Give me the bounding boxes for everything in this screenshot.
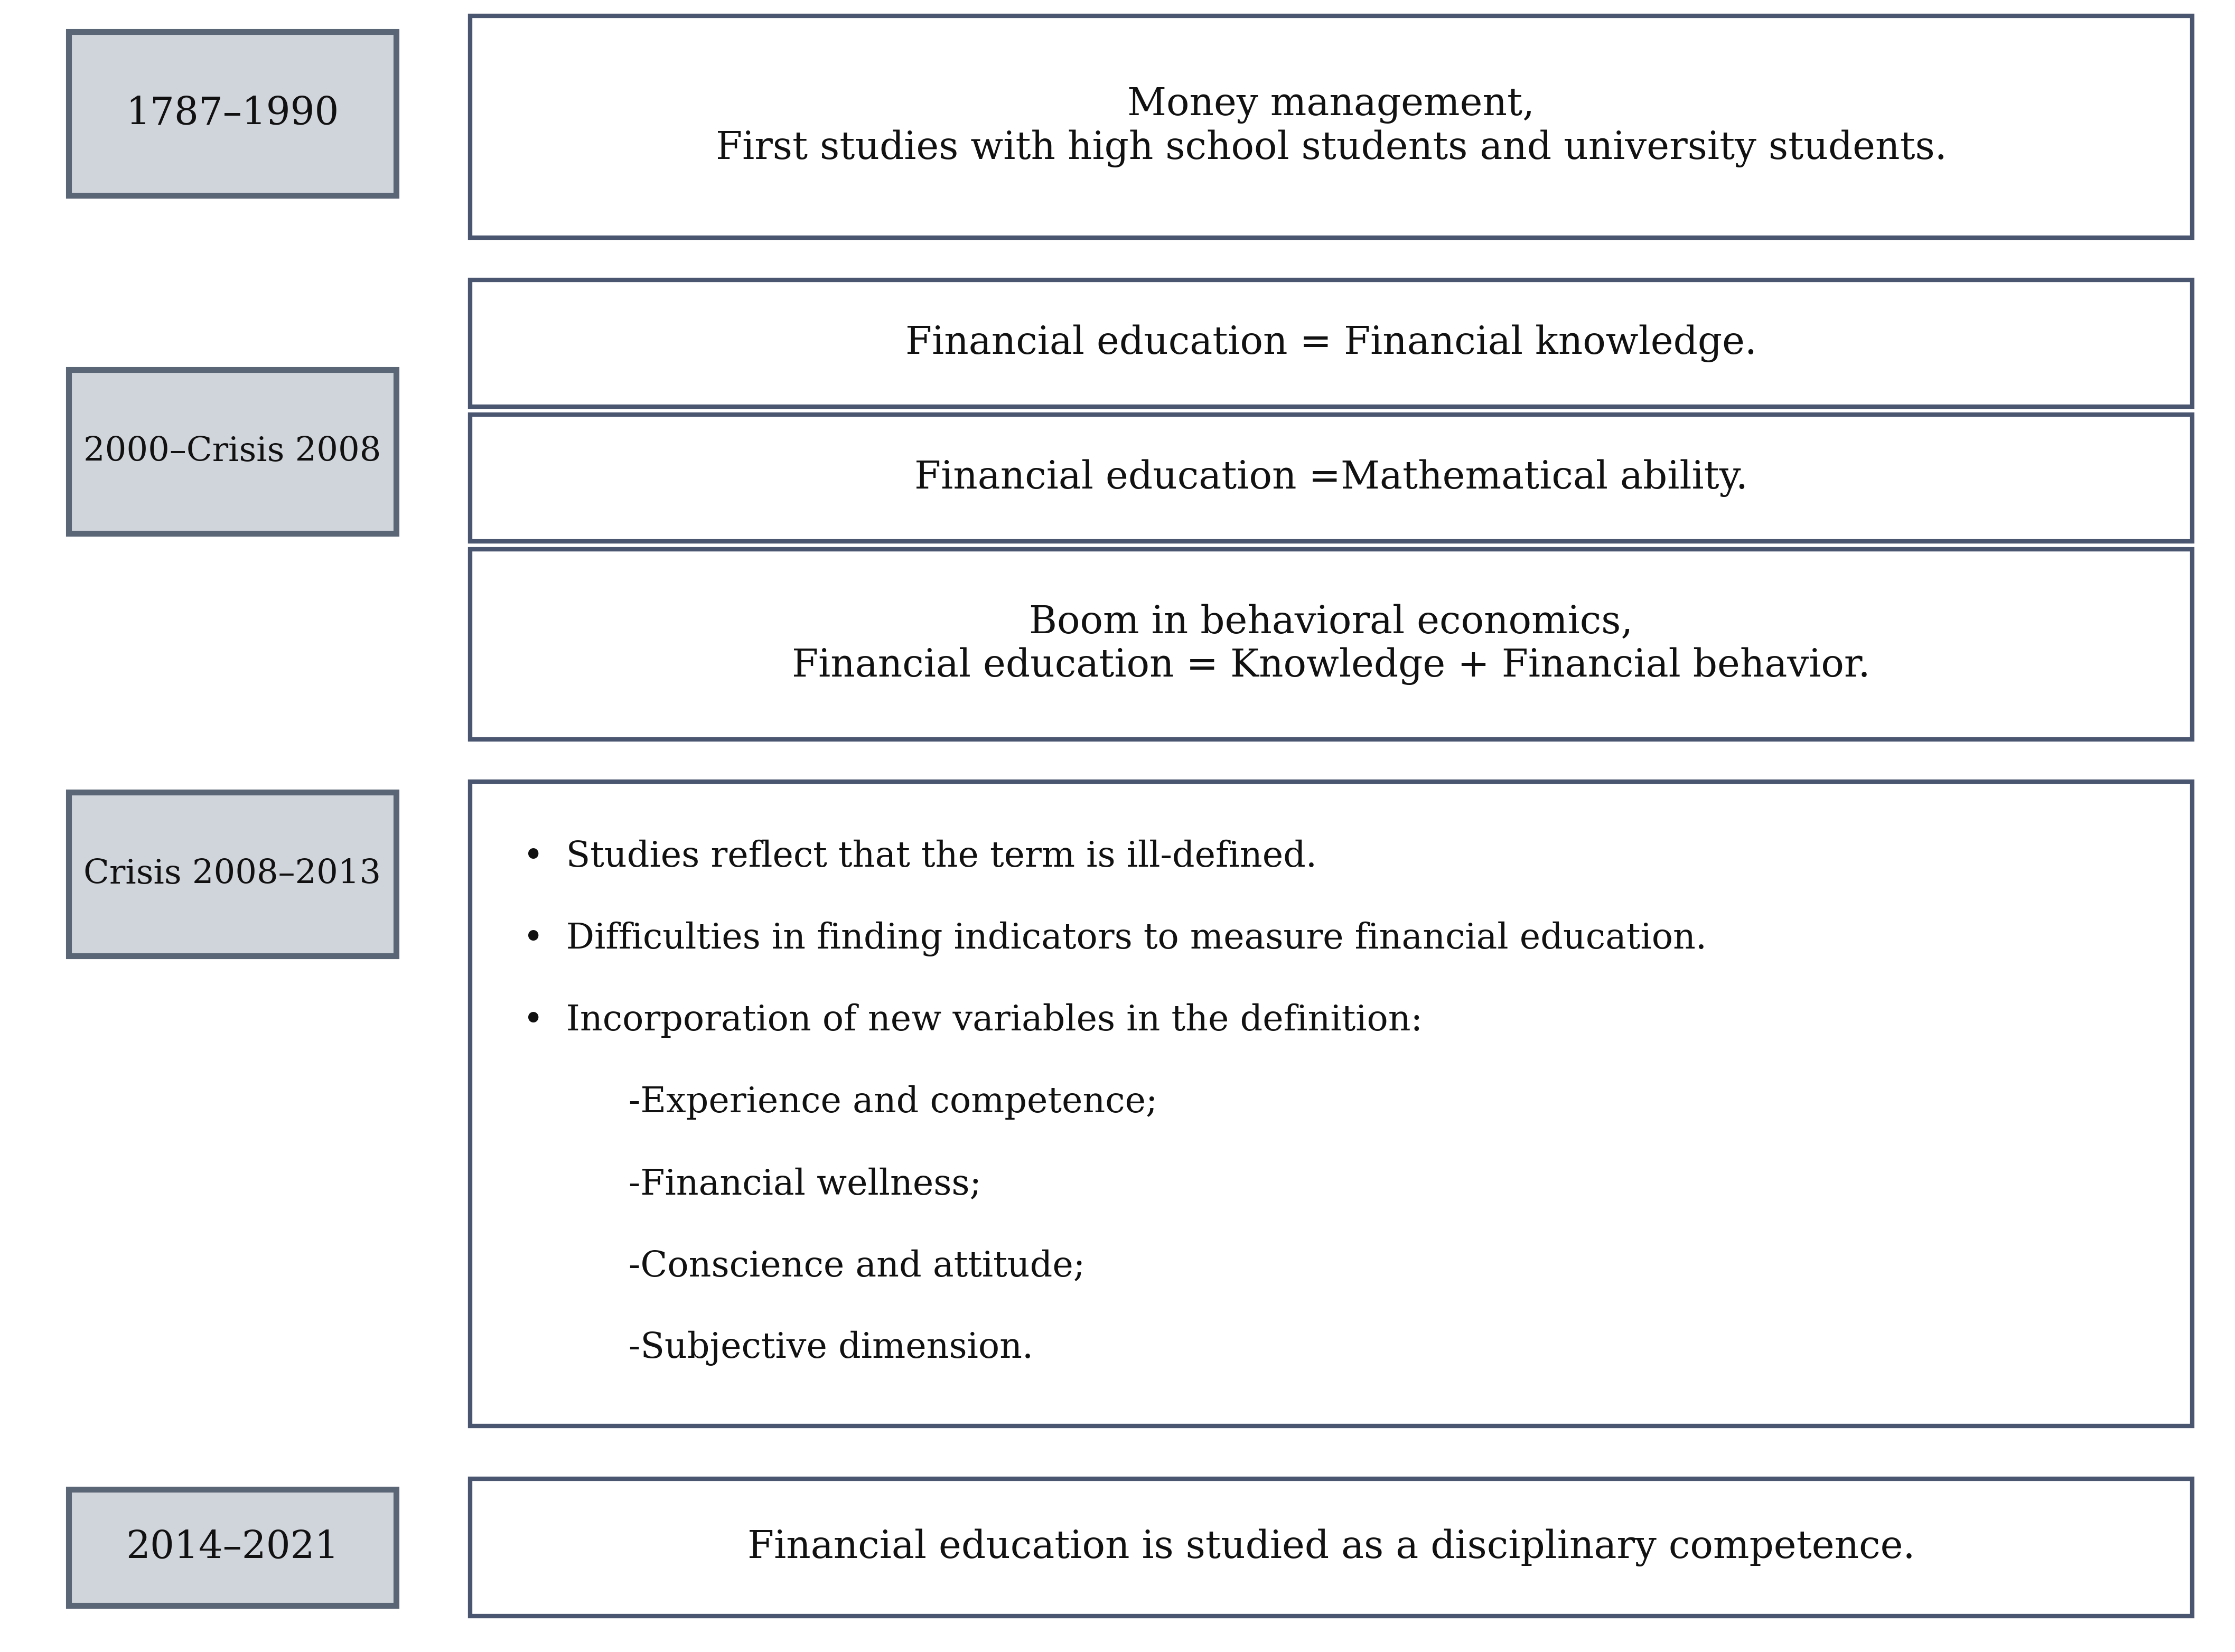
- Text: -Subjective dimension.: -Subjective dimension.: [628, 1332, 1033, 1366]
- FancyBboxPatch shape: [69, 793, 396, 957]
- Text: Financial education is studied as a disciplinary competence.: Financial education is studied as a disc…: [746, 1528, 1915, 1566]
- FancyBboxPatch shape: [469, 279, 2193, 406]
- FancyBboxPatch shape: [469, 1479, 2193, 1616]
- FancyBboxPatch shape: [469, 548, 2193, 740]
- FancyBboxPatch shape: [469, 415, 2193, 542]
- Text: Financial education = Financial knowledge.: Financial education = Financial knowledg…: [905, 324, 1757, 362]
- Text: •  Difficulties in finding indicators to measure financial education.: • Difficulties in finding indicators to …: [523, 922, 1708, 957]
- Text: 2000–Crisis 2008: 2000–Crisis 2008: [83, 436, 382, 468]
- FancyBboxPatch shape: [69, 31, 396, 195]
- FancyBboxPatch shape: [469, 781, 2193, 1426]
- FancyBboxPatch shape: [69, 370, 396, 534]
- Text: -Financial wellness;: -Financial wellness;: [628, 1168, 981, 1201]
- Text: Crisis 2008–2013: Crisis 2008–2013: [83, 857, 382, 890]
- Text: Money management,
First studies with high school students and university student: Money management, First studies with hig…: [715, 86, 1947, 167]
- Text: •  Incorporation of new variables in the definition:: • Incorporation of new variables in the …: [523, 1003, 1421, 1037]
- Text: Financial education =Mathematical ability.: Financial education =Mathematical abilit…: [914, 459, 1748, 497]
- Text: Boom in behavioral economics,
Financial education = Knowledge + Financial behavi: Boom in behavioral economics, Financial …: [791, 605, 1871, 686]
- Text: •  Studies reflect that the term is ill-defined.: • Studies reflect that the term is ill-d…: [523, 839, 1316, 874]
- FancyBboxPatch shape: [69, 1490, 396, 1606]
- Text: -Conscience and attitude;: -Conscience and attitude;: [628, 1249, 1084, 1284]
- Text: 2014–2021: 2014–2021: [125, 1528, 340, 1566]
- Text: -Experience and competence;: -Experience and competence;: [628, 1085, 1158, 1120]
- FancyBboxPatch shape: [469, 17, 2193, 238]
- Text: 1787–1990: 1787–1990: [125, 94, 340, 132]
